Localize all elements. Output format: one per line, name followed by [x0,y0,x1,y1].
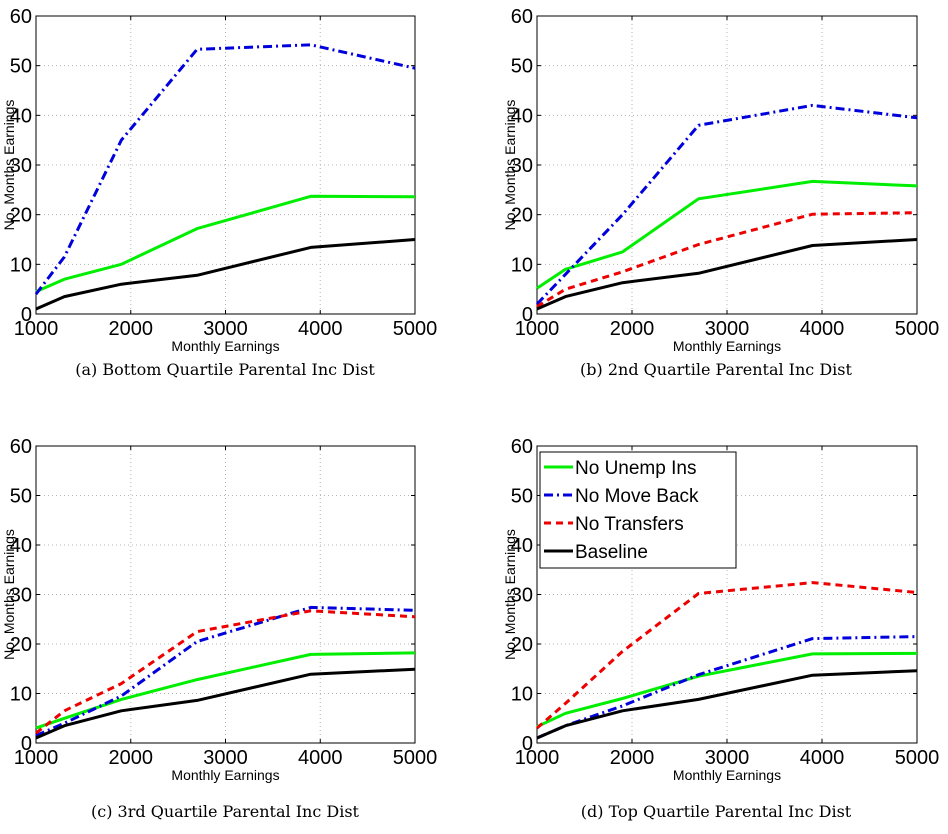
y-tick-label: 20 [511,634,533,656]
y-tick-label: 10 [511,684,533,706]
y-tick-label: 30 [10,155,32,177]
panel-caption: (c) 3rd Quartile Parental Inc Dist [91,802,360,821]
x-tick-label: 4000 [800,747,845,769]
y-tick-label: 0 [522,733,533,755]
panel-caption: (d) Top Quartile Parental Inc Dist [581,802,852,821]
x-tick-label: 1000 [515,747,560,769]
y-tick-label: 30 [511,155,533,177]
series-line-no-unemp-ins [536,179,918,290]
x-tick-label: 5000 [895,318,940,340]
panel-caption: (b) 2nd Quartile Parental Inc Dist [580,360,852,379]
y-tick-label: 20 [511,205,533,227]
series-line-no-move-back [35,605,416,737]
y-tick-label: 30 [10,585,32,607]
panel-caption: (a) Bottom Quartile Parental Inc Dist [75,360,375,379]
x-tick-label: 3000 [705,747,750,769]
legend-label: No Unemp Ins [575,458,696,479]
x-tick-label: 5000 [393,747,438,769]
y-tick-label: 10 [10,254,32,276]
y-tick-label: 40 [10,535,32,557]
y-tick-label: 60 [511,436,533,458]
y-tick-label: 60 [10,436,32,458]
x-axis-label: Monthly Earnings [673,338,781,354]
y-tick-label: 20 [10,634,32,656]
y-tick-label: 30 [511,585,533,607]
x-tick-label: 3000 [705,318,750,340]
legend: No Unemp Ins No Move Back No Transfers Base… [539,451,737,569]
legend-label: No Move Back [575,486,699,507]
series-line-no-unemp-ins [35,194,416,293]
x-axis-label: Monthly Earnings [171,338,279,354]
series-line-no-transfers [536,211,918,308]
x-tick-label: 1000 [515,318,560,340]
y-tick-label: 50 [511,56,533,78]
series-line-no-move-back [535,103,918,306]
series-line-baseline [536,669,918,740]
y-tick-label: 0 [21,733,32,755]
y-axis-label: No. Months Earnings [1,100,17,231]
legend-box [539,451,737,569]
series-line-baseline [35,238,416,311]
x-tick-label: 2000 [109,318,154,340]
series-line-no-move-back [34,43,416,296]
panel-4: 1000 2000 3000 4000 5000 0 10 20 30 40 50 60 Monthly… [502,436,939,821]
x-tick-label: 4000 [298,318,343,340]
panel-3: 1000 2000 3000 4000 5000 0 10 20 30 40 50 60 Monthly… [1,436,437,821]
legend-label: No Transfers [575,514,684,535]
x-axis-label: Monthly Earnings [673,767,781,783]
y-tick-label: 20 [10,205,32,227]
panel-2: 1000 2000 3000 4000 5000 0 10 20 30 40 50 60 Monthly… [502,6,939,379]
y-tick-label: 60 [10,6,32,28]
x-tick-label: 2000 [109,747,154,769]
y-axis-label: No. Months Earnings [1,529,17,660]
y-tick-label: 10 [10,684,32,706]
y-tick-label: 40 [10,105,32,127]
x-tick-label: 2000 [610,318,655,340]
y-tick-label: 50 [10,56,32,78]
panel-1: 1000 2000 3000 4000 5000 0 10 20 30 40 50 60 Monthly… [1,6,437,379]
x-tick-label: 2000 [610,747,655,769]
series-line-no-unemp-ins [35,651,416,730]
y-tick-label: 10 [511,254,533,276]
y-tick-label: 40 [511,535,533,557]
series-line-baseline [35,667,416,740]
x-tick-label: 1000 [14,318,59,340]
y-tick-label: 50 [511,486,533,508]
series-line-no-transfers [35,609,416,735]
y-tick-label: 60 [511,6,533,28]
x-tick-label: 3000 [203,747,248,769]
x-tick-label: 5000 [393,318,438,340]
x-tick-label: 5000 [895,747,940,769]
series-line-baseline [536,238,918,311]
legend-label: Baseline [575,542,648,563]
x-tick-label: 4000 [298,747,343,769]
x-tick-label: 3000 [203,318,248,340]
y-tick-label: 40 [511,105,533,127]
y-tick-label: 0 [21,304,32,326]
y-tick-label: 50 [10,486,32,508]
series-line-no-unemp-ins [536,651,918,729]
y-axis-label: No. Months Earnings [502,529,518,660]
series-line-no-transfers [536,581,918,730]
x-tick-label: 1000 [14,747,59,769]
y-axis-label: No. Months Earnings [502,100,518,231]
x-tick-label: 4000 [800,318,845,340]
y-tick-label: 0 [522,304,533,326]
x-axis-label: Monthly Earnings [171,767,279,783]
